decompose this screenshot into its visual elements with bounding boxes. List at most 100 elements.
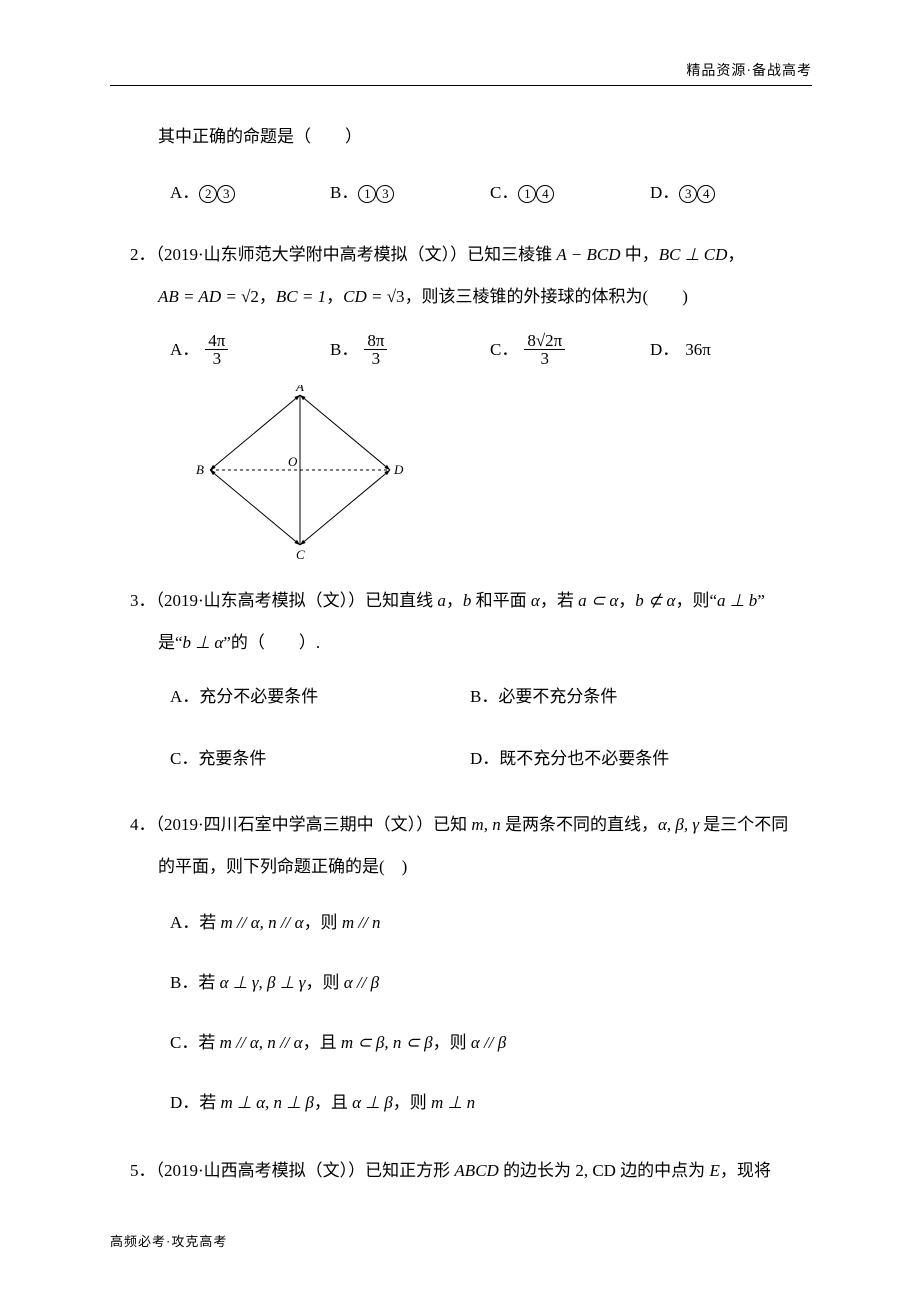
q2-s2-sep1: ， [259,287,276,306]
q3-m1: a ⊂ α [578,591,618,610]
q2-s2-m2: BC = 1 [276,287,326,306]
q5-mid2: 边的中点为 [616,1161,710,1180]
q2-options: A． 4π3 B． 8π3 C． 8√2π3 D． 36π [170,332,810,367]
q3-mid2: ，若 [540,591,578,610]
q4d-mid: ，且 [314,1093,352,1112]
q2b-num: 8π [364,332,387,350]
q2a-num: 4π [205,332,228,350]
svg-text:A: A [295,385,304,394]
q4-pre: 4．（2019·四川石室中学高三期中（文））已知 [130,815,471,834]
header-right-text: 精品资源·备战高考 [686,60,812,80]
q4-option-b: B．若 α ⊥ γ, β ⊥ γ，则 α // β [170,966,810,1000]
q4-stem-line2: 的平面，则下列命题正确的是( ) [158,850,810,884]
q3-options-row1: A．充分不必要条件 B．必要不充分条件 [170,680,810,714]
q4b-pre: B．若 [170,973,220,992]
q4-post: 是三个不同 [699,815,788,834]
circled-number-icon: 3 [376,185,394,203]
q1d-prefix: D． [650,183,679,202]
q4c-mid: ，且 [303,1033,341,1052]
q3-sep1: ， [618,591,635,610]
q1-tail-line: 其中正确的命题是（ ） [158,120,810,154]
q2-option-d: D． 36π [650,332,810,367]
q4d-m2: α ⊥ β [352,1093,393,1112]
q1-option-a: A．23 [170,176,330,210]
q3-a: a [437,591,446,610]
circled-number-icon: 1 [518,185,536,203]
q2d-label: D． [650,333,679,367]
q4d-mid2: ，则 [393,1093,431,1112]
q4-abg: α, β, γ [658,815,699,834]
circled-number-icon: 4 [536,185,554,203]
q5-abcd: ABCD [454,1161,498,1180]
header-divider [110,85,812,86]
q4b-m: α ⊥ γ, β ⊥ γ [220,973,306,992]
q3-s2-pre: 是“ [158,633,183,652]
q3-m4: b ⊥ α [183,633,224,652]
q4-option-c: C．若 m // α, n // α，且 m ⊂ β, n ⊂ β，则 α //… [170,1026,810,1060]
q4a-mid: ，则 [304,913,342,932]
q4-option-a: A．若 m // α, n // α，则 m // n [170,906,810,940]
q2c-label: C． [490,333,518,367]
tetrahedron-diagram-icon: ABCDO [190,385,410,560]
q2-stem-line1: 2．（2019·山东师范大学附中高考模拟（文））已知三棱锥 A − BCD 中，… [130,238,810,272]
q4d-m: m ⊥ α, n ⊥ β [221,1093,314,1112]
q5-tail: ，现将 [720,1161,771,1180]
q2c-den: 3 [524,350,565,367]
q4d-r: m ⊥ n [431,1093,475,1112]
q4c-mid2: ，则 [433,1033,471,1052]
q2a-den: 3 [205,350,228,367]
q3-stem-line1: 3．（2019·山东高考模拟（文））已知直线 a，b 和平面 α，若 a ⊂ α… [130,584,810,618]
svg-text:D: D [393,462,404,477]
q5-e: E [709,1161,719,1180]
q4b-mid: ，则 [306,973,344,992]
q3-option-c: C．充要条件 [170,742,470,776]
q2a-label: A． [170,333,199,367]
circled-number-icon: 3 [679,185,697,203]
q2-s2-sep2: ， [326,287,343,306]
q5-stem-line1: 5．（2019·山西高考模拟（文））已知正方形 ABCD 的边长为 2, CD … [130,1154,810,1188]
fraction-icon: 8π3 [364,332,387,367]
fraction-icon: 8√2π3 [524,332,565,367]
q2-sqrt3: √3 [387,287,405,306]
q2-s2-m3: CD = [343,287,387,306]
q4c-m: m // α, n // α [220,1033,303,1052]
q2b-label: B． [330,333,358,367]
q2d-val: 36π [685,333,711,367]
footer-text: 高频必考·攻克高考 [110,1231,227,1250]
svg-text:B: B [196,462,204,477]
q4-mid: 是两条不同的直线， [501,815,658,834]
q1-option-b: B．13 [330,176,490,210]
fraction-icon: 4π3 [205,332,228,367]
circled-number-icon: 4 [697,185,715,203]
q4a-m: m // α, n // α [221,913,304,932]
q3-s2-post: ”的（ ）. [223,633,320,652]
circled-number-icon: 1 [358,185,376,203]
q1b-prefix: B． [330,183,358,202]
q2-option-b: B． 8π3 [330,332,490,367]
svg-text:C: C [296,547,305,560]
q3-option-d: D．既不充分也不必要条件 [470,742,770,776]
q3-options-row2: C．充要条件 D．既不充分也不必要条件 [170,742,810,776]
q1a-prefix: A． [170,183,199,202]
q4-stem-line1: 4．（2019·四川石室中学高三期中（文））已知 m, n 是两条不同的直线，α… [130,808,810,842]
q4-option-d: D．若 m ⊥ α, n ⊥ β，且 α ⊥ β，则 m ⊥ n [170,1086,810,1120]
q3-option-b: B．必要不充分条件 [470,680,770,714]
q5-pre: 5．（2019·山西高考模拟（文））已知正方形 [130,1161,454,1180]
q2-option-c: C． 8√2π3 [490,332,650,367]
q3-tail1: ” [757,591,765,610]
q2-stem-line2: AB = AD = √2，BC = 1，CD = √3，则该三棱锥的外接球的体积… [158,280,810,314]
q2-stem1-pre: 2．（2019·山东师范大学附中高考模拟（文））已知三棱锥 [130,245,556,264]
q3-m3: a ⊥ b [717,591,757,610]
q2-s2-post: ，则该三棱锥的外接球的体积为( ) [405,287,688,306]
q2-m2: BC ⊥ CD [659,245,728,264]
body-content: 其中正确的命题是（ ） A．23 B．13 C．14 D．34 2．（2019·… [130,120,810,1196]
circled-number-icon: 2 [199,185,217,203]
page: 精品资源·备战高考 其中正确的命题是（ ） A．23 B．13 C．14 D．3… [0,0,920,1302]
q2-sqrt2: √2 [241,287,259,306]
q2-s2-m1: AB = AD = [158,287,241,306]
q4-mn: m, n [471,815,500,834]
q3-m2: b ⊄ α [635,591,675,610]
q4b-r: α // β [344,973,379,992]
q4a-r: m // n [342,913,381,932]
q1-option-d: D．34 [650,176,810,210]
